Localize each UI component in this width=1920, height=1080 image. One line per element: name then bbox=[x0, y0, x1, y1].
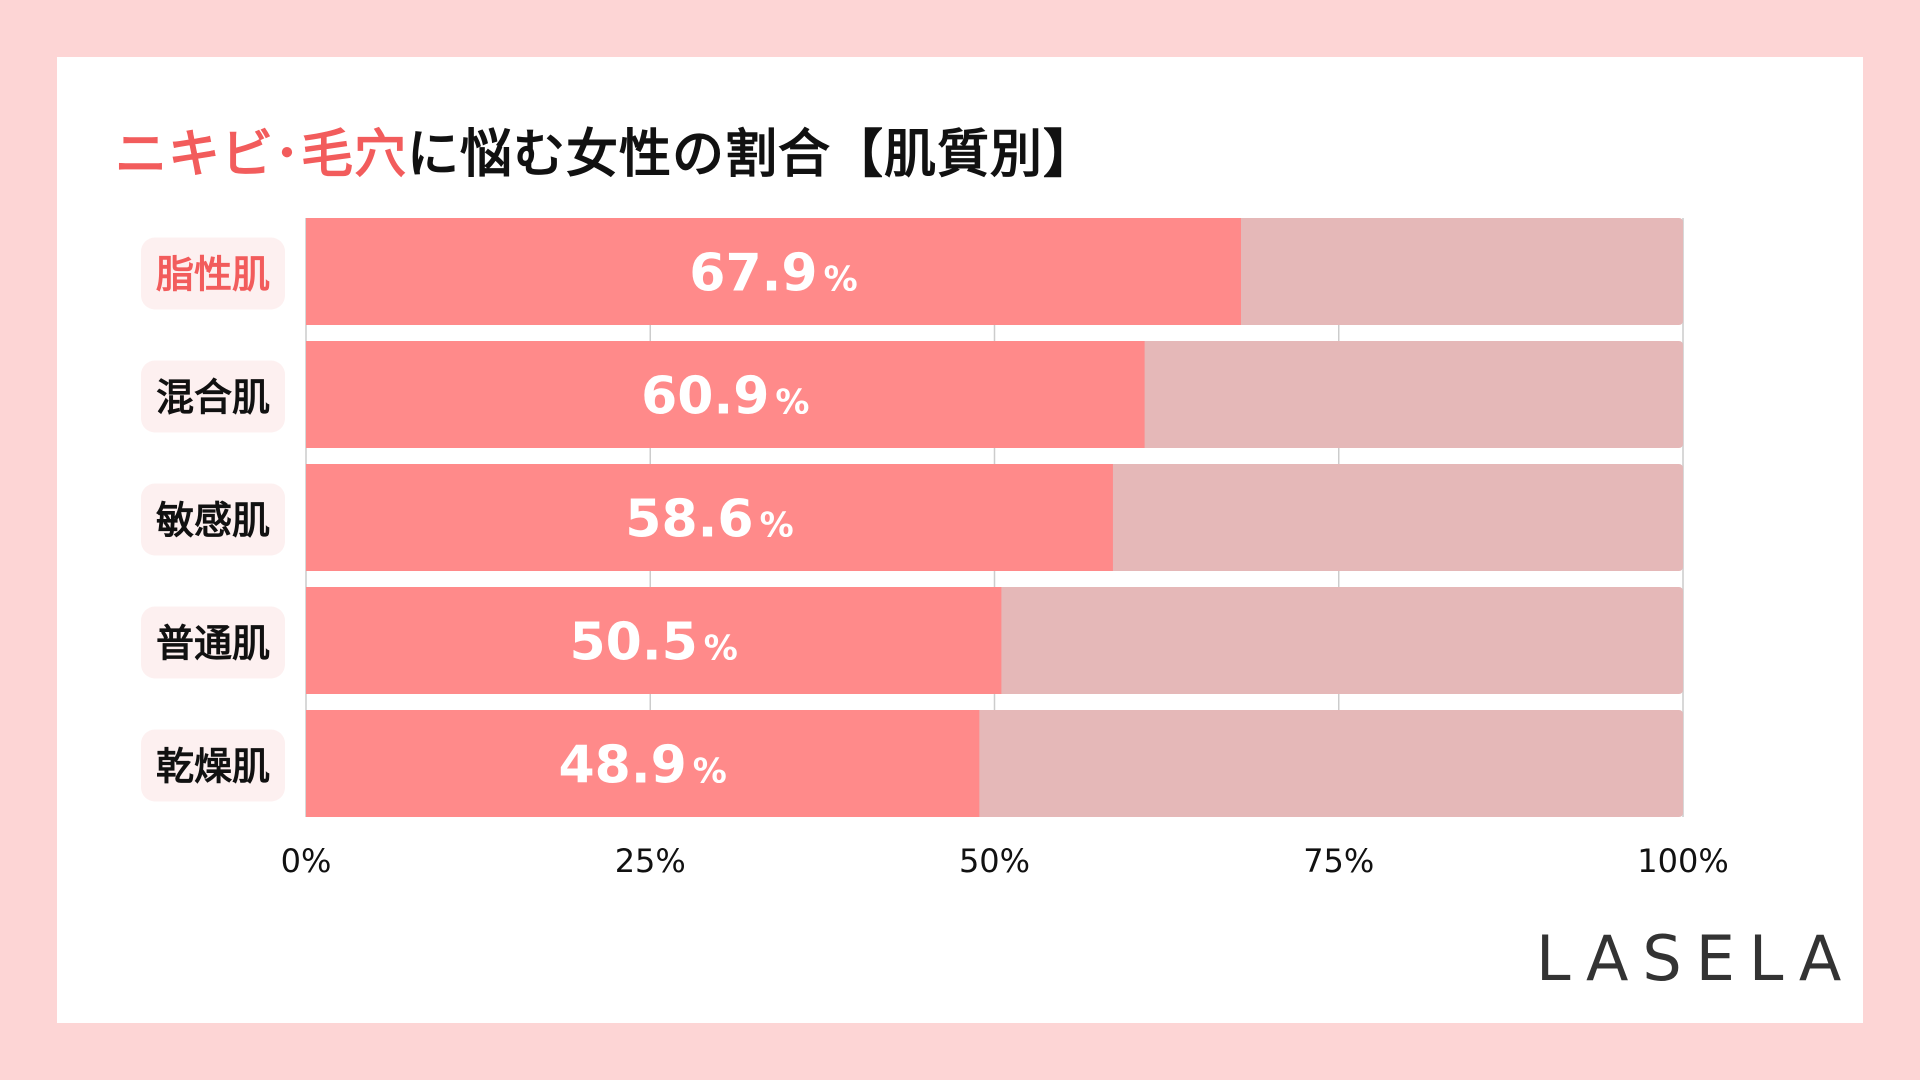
category-label: 脂性肌 bbox=[156, 253, 270, 297]
chart-title: ニキビ･毛穴に悩む女性の割合【肌質別】 bbox=[115, 112, 1096, 187]
category-label-bg bbox=[141, 729, 285, 802]
bar bbox=[306, 464, 1113, 571]
x-tick-label: 50% bbox=[959, 842, 1030, 880]
value-label: 48.9% bbox=[558, 736, 726, 796]
category-label: 乾燥肌 bbox=[156, 745, 270, 789]
bar bbox=[306, 587, 1002, 694]
category-label-bg bbox=[141, 606, 285, 679]
category-label-bg bbox=[141, 483, 285, 556]
category-label: 普通肌 bbox=[156, 622, 270, 666]
bar bbox=[306, 341, 1145, 448]
title-accent: ニキビ･毛穴 bbox=[115, 125, 408, 185]
x-tick-label: 75% bbox=[1303, 842, 1374, 880]
category-label: 混合肌 bbox=[156, 376, 270, 420]
category-label: 敏感肌 bbox=[156, 499, 270, 543]
category-label-bg bbox=[141, 237, 285, 310]
value-label: 58.6% bbox=[625, 490, 793, 550]
title-rest: に悩む女性の割合【肌質別】 bbox=[407, 125, 1097, 185]
x-tick-label: 100% bbox=[1637, 842, 1728, 880]
value-label: 67.9% bbox=[689, 244, 857, 304]
bar bbox=[306, 710, 980, 817]
x-tick-label: 25% bbox=[615, 842, 686, 880]
value-label: 60.9% bbox=[641, 367, 809, 427]
x-tick-label: 0% bbox=[281, 842, 332, 880]
lasela-logo: LASELA bbox=[1536, 922, 1856, 995]
bar bbox=[306, 218, 1241, 325]
value-label: 50.5% bbox=[569, 613, 737, 673]
category-label-bg bbox=[141, 360, 285, 433]
